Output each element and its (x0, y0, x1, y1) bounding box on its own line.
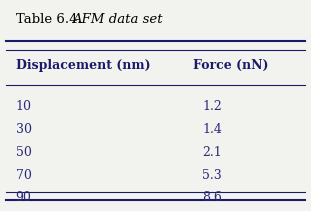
Text: 50: 50 (16, 146, 31, 159)
Text: 90: 90 (16, 191, 31, 204)
Text: 10: 10 (16, 100, 31, 113)
Text: Table 6.4.: Table 6.4. (16, 13, 86, 26)
Text: 70: 70 (16, 169, 31, 182)
Text: 2.1: 2.1 (202, 146, 222, 159)
Text: Force (nN): Force (nN) (193, 59, 268, 72)
Text: 5.3: 5.3 (202, 169, 222, 182)
Text: 8.6: 8.6 (202, 191, 222, 204)
Text: 1.2: 1.2 (202, 100, 222, 113)
Text: 30: 30 (16, 123, 31, 136)
Text: AFM data set: AFM data set (72, 13, 162, 26)
Text: 1.4: 1.4 (202, 123, 222, 136)
Text: Displacement (nm): Displacement (nm) (16, 59, 150, 72)
